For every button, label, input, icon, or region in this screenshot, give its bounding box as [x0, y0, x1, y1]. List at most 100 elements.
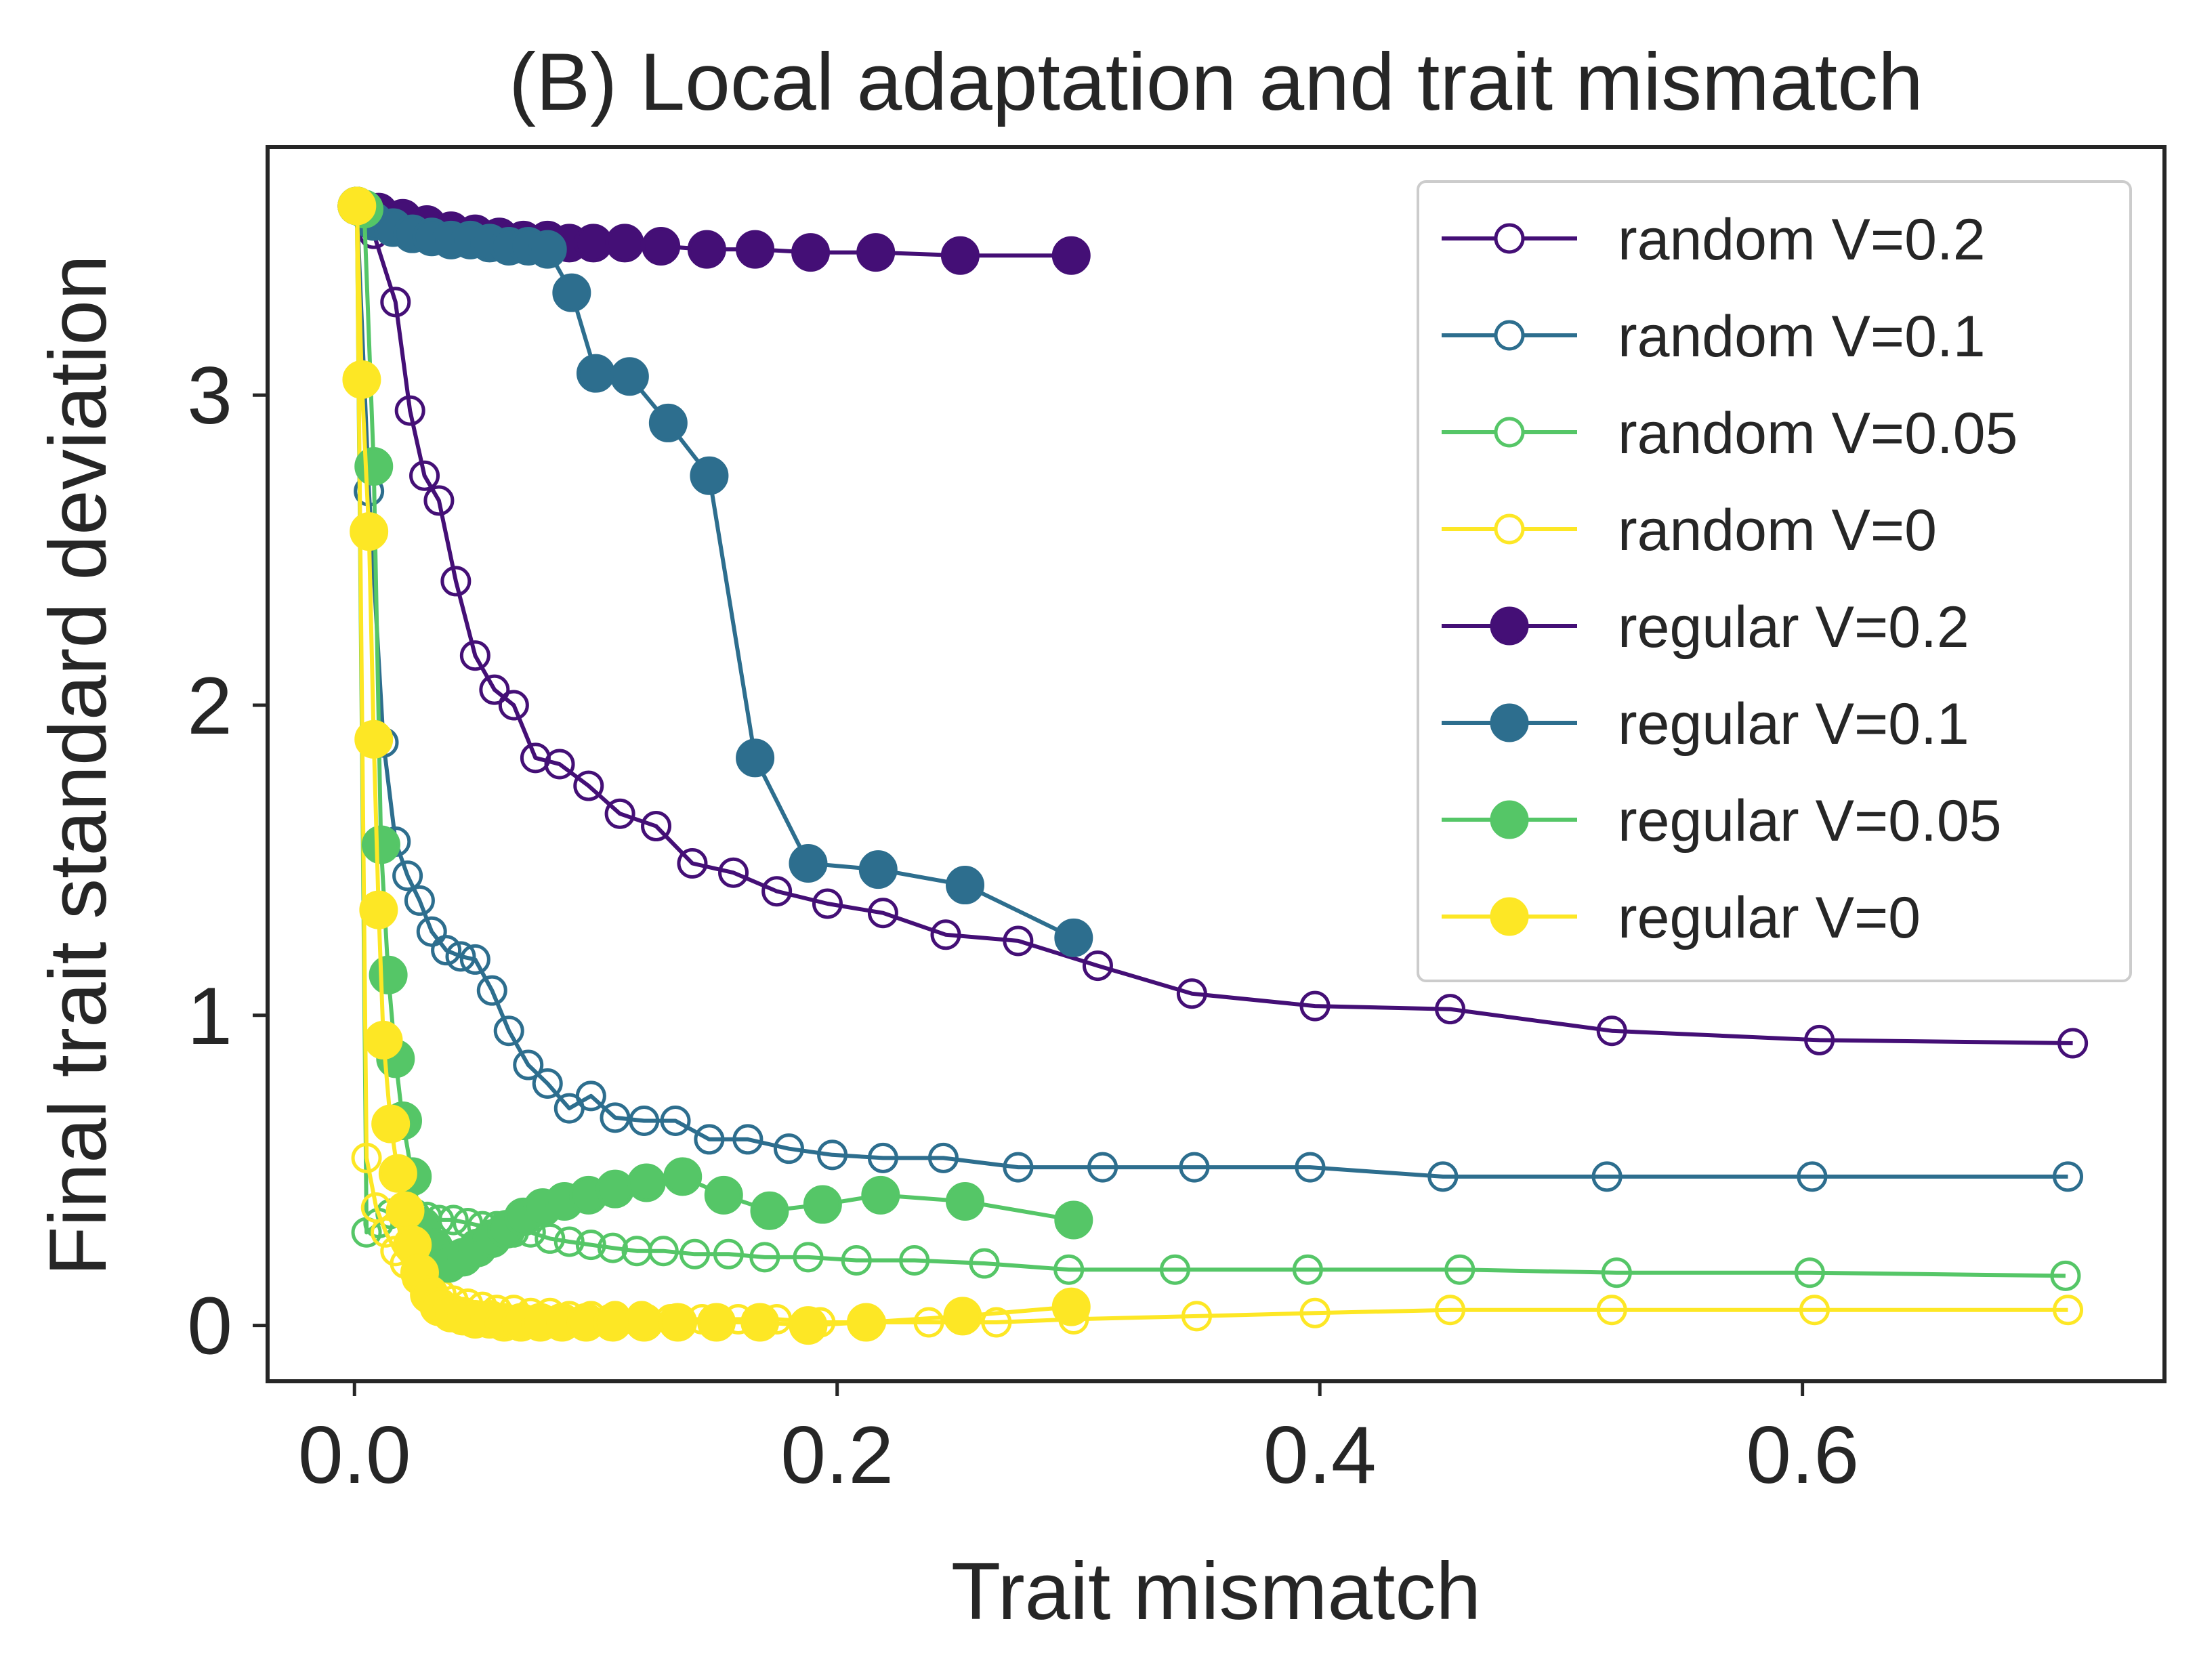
data-point: [394, 395, 425, 426]
data-point: [625, 1303, 664, 1342]
data-point: [1181, 1301, 1213, 1332]
plot-series: [337, 186, 2089, 1345]
data-point: [789, 1306, 828, 1345]
data-point: [493, 1015, 524, 1047]
data-point: [1159, 1254, 1190, 1285]
x-tick-label: 0.2: [780, 1410, 894, 1500]
y-tick-label: 0: [187, 1281, 232, 1372]
data-point: [858, 850, 898, 889]
data-point: [658, 1303, 698, 1342]
data-point: [600, 1102, 631, 1133]
data-point: [2053, 1161, 2084, 1192]
data-point: [1427, 1161, 1459, 1192]
data-point: [440, 566, 472, 597]
data-point: [337, 186, 377, 226]
legend-label: regular V=0.1: [1618, 692, 1969, 757]
legend-item: regular V=0.05: [1442, 789, 2002, 854]
data-point: [761, 876, 793, 907]
data-point: [750, 1191, 789, 1230]
x-tick-label: 0.6: [1746, 1410, 1859, 1500]
data-point: [791, 233, 831, 272]
data-point: [380, 287, 411, 318]
data-point: [1435, 1295, 1466, 1326]
data-point: [1051, 1287, 1091, 1326]
data-point: [573, 770, 604, 801]
legend-marker: [1494, 223, 1525, 254]
data-point: [1295, 1152, 1326, 1183]
legend-marker: [1494, 320, 1525, 351]
data-point: [660, 1105, 691, 1136]
legend-item: random V=0.2: [1442, 207, 1986, 272]
data-point: [2050, 1260, 2081, 1291]
y-axis-ticks: 0 1 2 3: [187, 350, 268, 1372]
data-point: [793, 1242, 824, 1273]
legend-item: random V=0.05: [1442, 401, 2017, 466]
data-point: [459, 944, 490, 975]
data-point: [663, 1157, 703, 1196]
legend-item: regular V=0.2: [1442, 595, 1969, 660]
data-point: [846, 1303, 885, 1342]
legend-item: random V=0: [1442, 498, 1937, 563]
series-line: [355, 205, 2073, 1045]
legend-label: random V=0: [1618, 498, 1937, 563]
y-tick-label: 1: [187, 971, 232, 1062]
data-point: [476, 975, 507, 1006]
data-point: [2057, 1028, 2089, 1059]
x-tick-label: 0.0: [298, 1410, 411, 1500]
data-point: [817, 1139, 848, 1171]
data-point: [605, 224, 644, 263]
y-tick-label: 2: [187, 660, 232, 751]
data-point: [361, 825, 400, 864]
data-point: [371, 1104, 411, 1143]
data-point: [867, 1142, 898, 1173]
data-point: [354, 447, 394, 486]
legend-marker: [1494, 417, 1525, 448]
data-point: [351, 1142, 382, 1173]
data-point: [899, 1244, 930, 1276]
data-point: [913, 1307, 944, 1338]
data-point: [677, 847, 708, 879]
data-point: [342, 360, 381, 399]
data-point: [841, 1244, 872, 1276]
data-point: [1082, 950, 1113, 982]
plot-area-frame: [266, 145, 2167, 1383]
data-point: [940, 236, 980, 275]
data-point: [1444, 1254, 1476, 1285]
y-tick-label: 3: [187, 350, 232, 441]
chart-title: (B) Local adaptation and trait mismatch: [509, 37, 1923, 127]
data-point: [431, 935, 462, 966]
data-point: [532, 1068, 563, 1099]
legend-label: random V=0.05: [1618, 401, 2017, 466]
data-point: [404, 885, 435, 916]
data-point: [1601, 1257, 1632, 1288]
data-point: [1591, 1161, 1623, 1192]
series-regular-v-0: [337, 186, 1091, 1345]
data-point: [736, 230, 775, 269]
data-point: [930, 919, 961, 950]
data-point: [749, 1242, 780, 1273]
data-point: [2053, 1295, 2084, 1326]
data-point: [575, 1080, 606, 1112]
data-point: [385, 1191, 425, 1230]
data-point: [697, 1303, 736, 1342]
data-point: [1087, 1152, 1118, 1183]
data-point: [1299, 1297, 1331, 1328]
legend-marker: [1490, 897, 1529, 936]
data-point: [690, 456, 729, 495]
data-point: [1794, 1257, 1825, 1288]
data-point: [354, 719, 394, 759]
data-point: [350, 512, 389, 551]
data-point: [867, 898, 898, 929]
legend-item: regular V=0: [1442, 885, 1921, 950]
data-point: [416, 916, 447, 947]
data-point: [445, 941, 476, 972]
data-point: [732, 1124, 763, 1155]
data-point: [740, 1303, 780, 1342]
data-point: [409, 460, 440, 491]
data-point: [1299, 990, 1331, 1022]
data-point: [1051, 236, 1091, 275]
data-point: [1176, 978, 1207, 1009]
data-point: [943, 1297, 982, 1336]
data-point: [812, 888, 843, 919]
legend-frame: [1417, 180, 2132, 982]
